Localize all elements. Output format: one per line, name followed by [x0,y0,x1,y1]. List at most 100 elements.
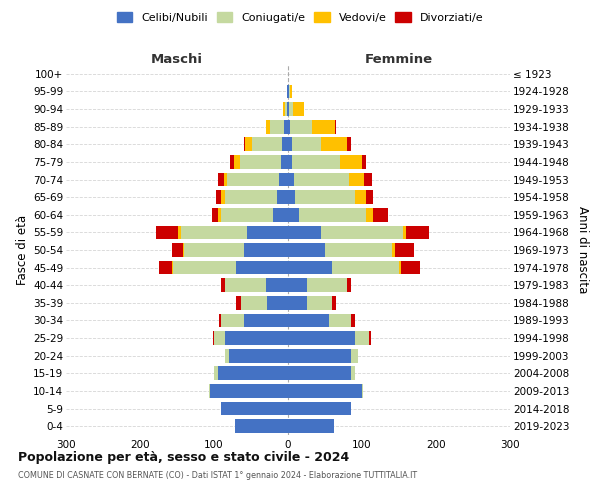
Bar [392,243,395,257]
Bar [221,314,244,328]
Bar [212,208,218,222]
Bar [235,420,288,433]
Bar [395,243,414,257]
Bar [229,349,288,362]
Bar [172,243,183,257]
Bar [221,402,288,415]
Bar [216,190,221,204]
Bar [288,420,334,433]
Bar [288,260,332,274]
Bar [225,190,277,204]
Bar [221,278,225,292]
Bar [210,384,288,398]
Bar [281,155,288,169]
Bar [225,278,266,292]
Bar [355,190,366,204]
Bar [209,384,210,398]
Bar [288,384,362,398]
Text: Femmine: Femmine [365,53,433,66]
Bar [218,366,288,380]
Bar [288,349,351,362]
Bar [403,226,406,239]
Bar [214,331,225,345]
Bar [288,226,322,239]
Bar [288,331,355,345]
Bar [230,155,234,169]
Bar [234,155,240,169]
Bar [406,226,428,239]
Bar [244,314,288,328]
Bar [240,155,281,169]
Legend: Celibi/Nubili, Coniugati/e, Vedovi/e, Divorziati/e: Celibi/Nubili, Coniugati/e, Vedovi/e, Di… [112,8,488,28]
Bar [335,120,336,134]
Bar [288,190,295,204]
Bar [288,172,294,186]
Bar [290,84,292,98]
Bar [366,190,373,204]
Bar [294,172,349,186]
Bar [288,296,307,310]
Bar [244,138,245,151]
Bar [241,296,267,310]
Bar [351,314,355,328]
Bar [279,172,288,186]
Bar [362,384,364,398]
Bar [247,226,288,239]
Bar [158,260,172,274]
Y-axis label: Fasce di età: Fasce di età [16,215,29,285]
Bar [292,155,340,169]
Bar [244,243,288,257]
Bar [284,120,288,134]
Bar [329,314,351,328]
Bar [273,208,288,222]
Bar [322,138,347,151]
Bar [221,190,225,204]
Bar [290,120,313,134]
Bar [340,155,362,169]
Bar [214,366,218,380]
Bar [236,260,288,274]
Bar [287,84,288,98]
Bar [183,243,184,257]
Bar [355,331,370,345]
Bar [295,190,355,204]
Bar [288,208,299,222]
Bar [253,138,282,151]
Bar [218,172,224,186]
Bar [277,190,288,204]
Text: COMUNE DI CASNATE CON BERNATE (CO) - Dati ISTAT 1° gennaio 2024 - Elaborazione T: COMUNE DI CASNATE CON BERNATE (CO) - Dat… [18,471,417,480]
Bar [288,243,325,257]
Bar [227,172,279,186]
Bar [289,102,293,116]
Bar [288,84,289,98]
Bar [245,138,253,151]
Bar [236,296,241,310]
Bar [351,366,355,380]
Bar [347,138,351,151]
Bar [288,138,292,151]
Bar [288,402,351,415]
Bar [218,208,221,222]
Bar [184,243,244,257]
Bar [172,260,173,274]
Bar [173,260,236,274]
Bar [267,296,288,310]
Bar [221,208,273,222]
Bar [285,102,287,116]
Bar [156,226,178,239]
Bar [266,120,269,134]
Bar [288,155,292,169]
Bar [325,243,392,257]
Bar [225,331,288,345]
Y-axis label: Anni di nascita: Anni di nascita [576,206,589,294]
Bar [181,226,247,239]
Bar [332,296,336,310]
Bar [366,208,373,222]
Text: Popolazione per età, sesso e stato civile - 2024: Popolazione per età, sesso e stato civil… [18,451,349,464]
Bar [373,208,388,222]
Bar [212,331,214,345]
Bar [287,102,288,116]
Bar [288,278,307,292]
Bar [401,260,420,274]
Bar [349,172,364,186]
